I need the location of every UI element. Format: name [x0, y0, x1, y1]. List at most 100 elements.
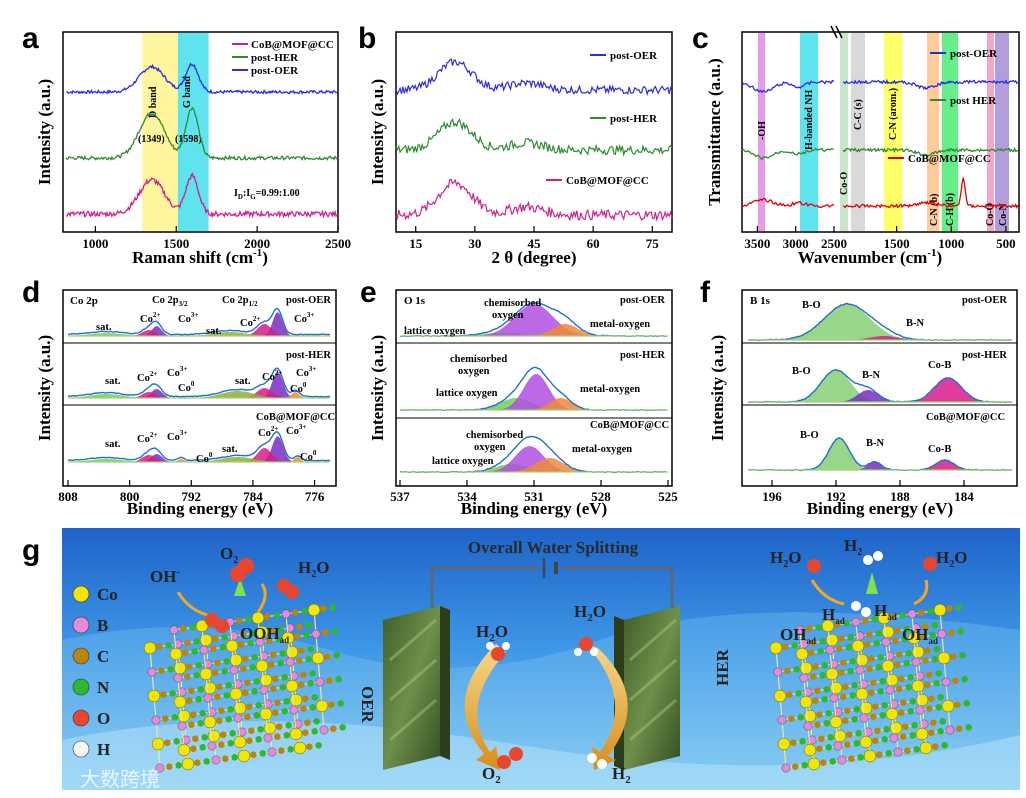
- chem-label-her-1: chemisorbed: [450, 354, 507, 365]
- lattice-atom-b: [233, 713, 243, 723]
- lattice-atom-c: [900, 733, 907, 740]
- lattice-atom-co: [177, 709, 191, 723]
- panel-c-label: c: [692, 22, 709, 55]
- co3-label-oer-1: Co3+: [178, 311, 198, 325]
- xps-tick-label: 192: [826, 489, 846, 504]
- lattice-atom-n: [259, 750, 266, 757]
- lattice-atom-c: [808, 649, 815, 656]
- sat-label-oer-1: sat.: [96, 322, 112, 333]
- h-adsorbate: [861, 607, 871, 617]
- lattice-atom-c: [894, 661, 901, 668]
- lattice-atom-b: [851, 617, 861, 627]
- lattice-atom-c: [272, 709, 279, 716]
- h2-molecule: [587, 753, 597, 763]
- legend-atom-n-icon: [72, 678, 90, 696]
- legend-atom-o-icon: [72, 709, 90, 727]
- lattice-atom-c: [322, 629, 329, 636]
- coo-band-1: [840, 33, 848, 231]
- bn-label-cob: B-N: [866, 438, 885, 449]
- lattice-atom-n: [309, 704, 316, 711]
- sat-label-her-1: sat.: [105, 376, 121, 387]
- xps-fit-component: [68, 312, 330, 336]
- co3-label-cob-2: Co3+: [286, 423, 306, 437]
- lattice-atom-c: [164, 739, 171, 746]
- xps-envelope-line: [67, 367, 331, 398]
- lattice-atom-c: [898, 675, 905, 682]
- lattice-atom-c: [156, 643, 163, 650]
- lattice-atom-n: [171, 714, 178, 721]
- lattice-atom-c: [834, 621, 841, 628]
- lattice-atom-n: [193, 638, 200, 645]
- b1s-fits: [747, 302, 1013, 472]
- lattice-atom-n: [853, 706, 860, 713]
- lattice-atom-n: [801, 762, 808, 769]
- co3-label-her-2: Co3+: [296, 365, 316, 379]
- lattice-atom-n: [251, 654, 258, 661]
- c-tick-label: 1000: [938, 236, 964, 251]
- e-label-post-her: post-HER: [620, 350, 665, 361]
- lattice-atom-n: [911, 722, 918, 729]
- overall-water-splitting-title: Overall Water Splitting: [468, 538, 639, 557]
- oer-label: OER: [358, 686, 377, 724]
- lattice-atom-n: [937, 694, 944, 701]
- lattice-atom-b: [289, 705, 299, 715]
- lattice-atom-c: [274, 733, 281, 740]
- co2-label-her-1: Co2+: [137, 370, 157, 384]
- xps-fit-component: [748, 460, 1012, 470]
- legend-atom-n: N: [97, 678, 110, 697]
- panel-e: e O 1s post-OER post-HER CoB@MOF@CC chem…: [360, 276, 678, 518]
- oer-cycle-arrow-2: [256, 583, 267, 613]
- lattice-atom-n: [311, 694, 318, 701]
- lattice-atom-c: [216, 717, 223, 724]
- sat-label-her-2: sat.: [235, 376, 251, 387]
- wire-right: [562, 566, 674, 612]
- lattice-atom-n: [827, 734, 834, 741]
- lattice-atom-c: [244, 679, 251, 686]
- coo-label-2: Co-O: [985, 202, 996, 226]
- lattice-atom-c: [320, 605, 327, 612]
- lattice-atom-co: [307, 603, 321, 617]
- o2-bubble-2: [238, 558, 254, 574]
- lattice-atom-n: [279, 684, 286, 691]
- panel-d-frame: [62, 289, 337, 487]
- lattice-atom-c: [166, 763, 173, 770]
- lattice-atom-n: [849, 692, 856, 699]
- lattice-atom-c: [836, 645, 843, 652]
- panel-f: f B 1s post-OER post-HER CoB@MOF@CC B-O …: [700, 276, 1018, 518]
- metal-label-cob: metal-oxygen: [572, 444, 632, 455]
- lattice-atom-co: [863, 749, 877, 763]
- lattice-atom-n: [965, 724, 972, 731]
- xps-tick-label: 784: [243, 489, 263, 504]
- legend-oer: post-OER: [251, 65, 299, 77]
- h2o-her-left-label: H2O: [770, 548, 801, 570]
- lattice-atom-n: [905, 650, 912, 657]
- h-atom: [590, 648, 598, 656]
- lattice-atom-n: [821, 696, 828, 703]
- panel-b-label: b: [358, 22, 376, 55]
- con-label: Co-N: [998, 202, 1009, 226]
- h-atom: [502, 642, 510, 650]
- lattice-atom-n: [963, 700, 970, 707]
- lattice-atom-co: [251, 611, 265, 625]
- lattice-atom-n: [851, 682, 858, 689]
- lattice-atom-c: [220, 731, 227, 738]
- lattice-atom-co: [833, 729, 847, 743]
- lattice-atom-c: [952, 677, 959, 684]
- co2-label-oer-1: Co2+: [140, 311, 160, 325]
- lattice-atom-co: [777, 737, 791, 751]
- lattice-atom-c: [868, 689, 875, 696]
- lattice-atom-n: [879, 678, 886, 685]
- lattice-atom-c: [324, 653, 331, 660]
- lattice-atom-c: [276, 723, 283, 730]
- c-label-post-oer: post-OER: [950, 48, 998, 60]
- lattice-atom-c: [920, 633, 927, 640]
- lattice-atom-c: [928, 729, 935, 736]
- lattice-atom-n: [959, 652, 966, 659]
- cathode-face: [624, 606, 680, 770]
- lattice-atom-n: [875, 664, 882, 671]
- lattice-atom-co: [259, 673, 273, 687]
- lattice-atom-n: [307, 646, 314, 653]
- lattice-atom-c: [810, 639, 817, 646]
- lattice-atom-c: [862, 617, 869, 624]
- lattice-atom-b: [941, 677, 951, 687]
